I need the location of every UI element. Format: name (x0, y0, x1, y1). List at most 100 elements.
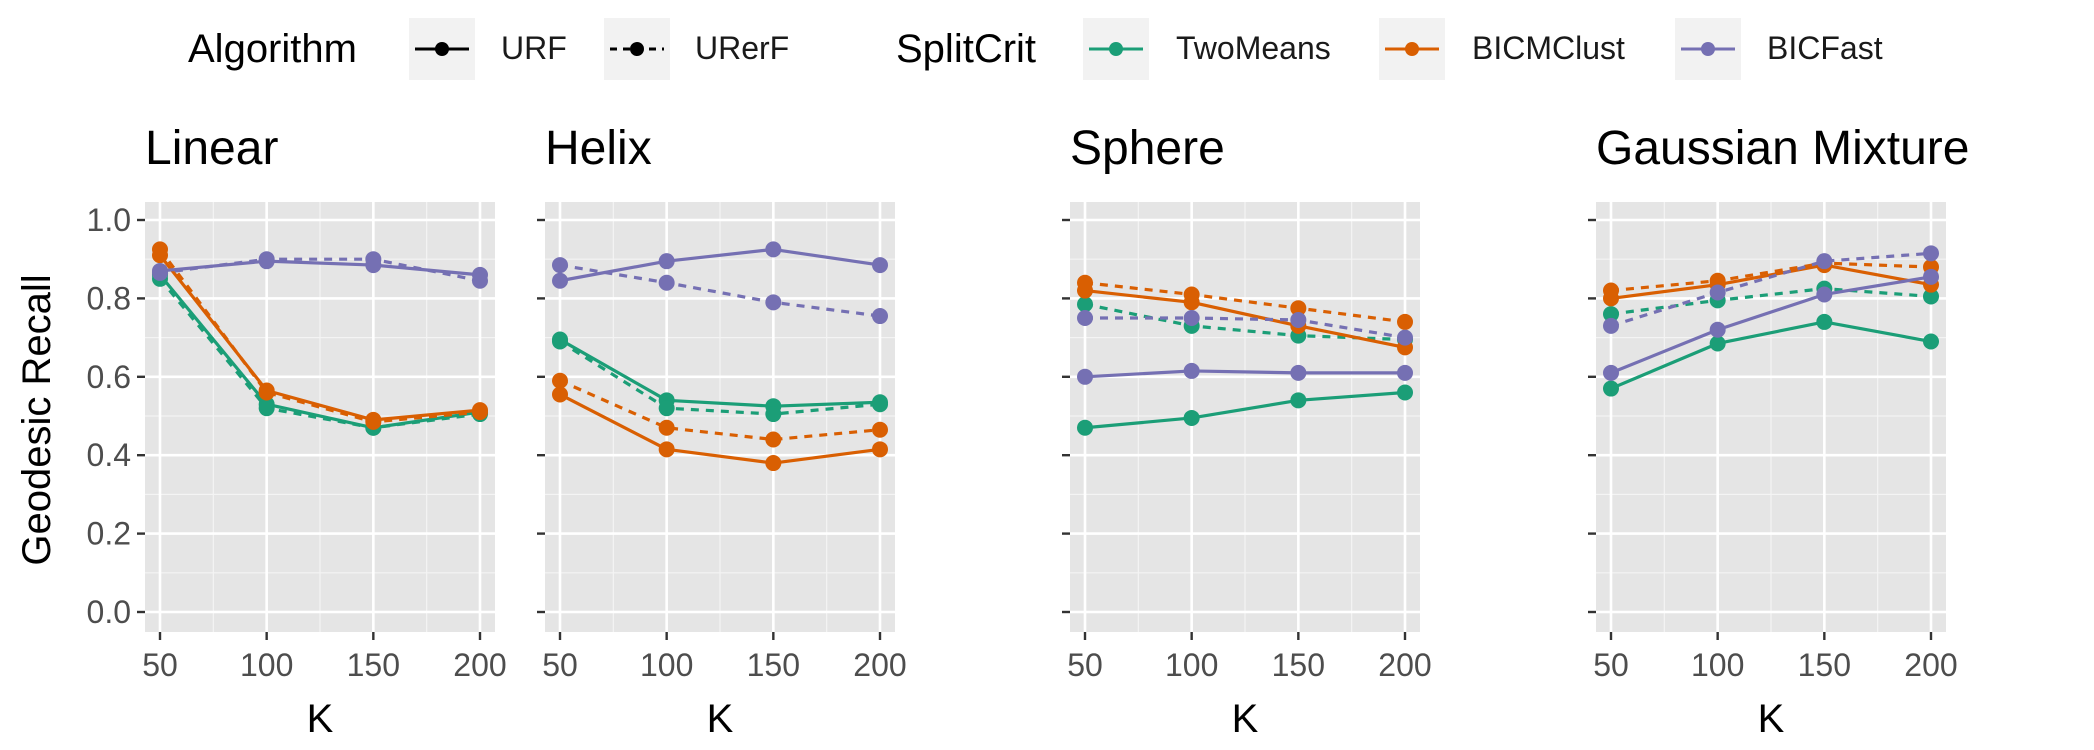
data-point (1183, 310, 1200, 326)
data-point (1923, 268, 1939, 285)
data-point (1709, 321, 1726, 338)
data-point (552, 272, 568, 289)
x-axis-label: K (1232, 697, 1259, 741)
panel-title: Sphere (1070, 122, 1225, 175)
data-point (365, 413, 382, 430)
series-line (1084, 288, 1406, 349)
legend: Algorithm URF URerF SplitCrit TwoMeans BI… (188, 18, 1883, 80)
x-tick-label: 150 (347, 647, 400, 683)
panel-gaussian-mixture: Gaussian Mixture 50 100 150 200 K (1588, 122, 1969, 741)
series-line (1610, 275, 1932, 375)
series-urf-twomeans (1077, 384, 1413, 436)
x-tick-label: 50 (1593, 647, 1629, 683)
series-urerf-twomeans (552, 333, 888, 423)
series-line (559, 338, 881, 408)
y-tick-label: 0.4 (87, 437, 131, 473)
data-point (1923, 288, 1939, 305)
x-tick-label: 150 (1798, 647, 1851, 683)
data-point (1183, 362, 1200, 379)
y-tick-label: 0.2 (87, 516, 131, 552)
y-tick-label: 0.0 (87, 594, 131, 630)
data-point (552, 386, 568, 403)
legend-label-urf: URF (501, 30, 567, 66)
x-axis-label: K (707, 697, 734, 741)
legend-label-urerf: URerF (695, 30, 789, 66)
legend-key-urerf: URerF (604, 18, 789, 80)
data-point (258, 251, 275, 268)
data-point (1183, 286, 1200, 303)
panel-title: Helix (545, 122, 652, 175)
data-point (872, 308, 888, 325)
legend-label: BICFast (1767, 30, 1883, 66)
data-point (1923, 245, 1939, 262)
data-point (658, 441, 675, 458)
series-line (159, 259, 481, 277)
data-point (1397, 384, 1413, 401)
panel-linear: Linear 0.0 0.2 0.4 0.6 0.8 1.0 50 100 150 200 K (87, 122, 507, 741)
series-line (559, 393, 881, 465)
legend-point (1109, 42, 1123, 56)
legend-key-bicmclust: BICMClust (1379, 18, 1625, 80)
data-point (1077, 296, 1093, 313)
series-urerf-bicfast (1603, 245, 1939, 334)
y-tick-label: 0.6 (87, 359, 131, 395)
data-point (1183, 409, 1200, 426)
x-tick-label: 50 (542, 647, 578, 683)
data-point (1397, 329, 1413, 346)
data-point (1603, 317, 1619, 334)
data-point (1709, 335, 1726, 352)
data-point (765, 294, 782, 311)
x-axis-label: K (307, 697, 334, 741)
series-line (1084, 390, 1406, 430)
series-line (559, 379, 881, 442)
panel-title: Gaussian Mixture (1596, 122, 1969, 175)
data-point (658, 419, 675, 436)
series-urf-bicfast (552, 241, 888, 289)
legend-key-bicfast: BICFast (1675, 18, 1883, 80)
series-urf-bicfast (1077, 362, 1413, 385)
y-tick-label: 0.8 (87, 280, 131, 316)
data-point (1603, 380, 1619, 397)
series-line (559, 247, 881, 283)
data-point (552, 372, 568, 389)
series-line (1084, 369, 1405, 379)
data-point (765, 431, 782, 448)
data-point (872, 421, 888, 438)
data-point (365, 251, 382, 268)
legend-splitcrit-keys: TwoMeans BICMClust BICFast (1083, 18, 1883, 80)
x-tick-label: 100 (240, 647, 293, 683)
x-tick-label: 200 (1904, 647, 1957, 683)
legend-label: BICMClust (1472, 30, 1625, 66)
legend-point (1701, 42, 1715, 56)
data-point (152, 241, 168, 258)
legend-label: TwoMeans (1176, 30, 1331, 66)
data-point (1290, 300, 1307, 317)
series-line (1610, 263, 1932, 300)
data-point (1077, 419, 1093, 436)
data-point (472, 404, 488, 421)
data-point (552, 257, 568, 274)
series-urerf-bicfast (152, 251, 488, 289)
legend-title-splitcrit: SplitCrit (896, 27, 1036, 71)
data-point (152, 264, 168, 281)
legend-title-algorithm: Algorithm (188, 27, 357, 71)
x-tick-label: 150 (1272, 647, 1325, 683)
data-point (552, 333, 568, 350)
series-line (1610, 320, 1932, 391)
data-point (1923, 333, 1939, 350)
x-axis-label: K (1758, 697, 1785, 741)
data-point (1077, 310, 1093, 326)
data-point (765, 241, 782, 258)
x-tick-label: 100 (640, 647, 693, 683)
data-point (1290, 392, 1307, 409)
series-line (559, 340, 881, 416)
data-point (658, 400, 675, 417)
data-point (472, 272, 488, 289)
data-point (1816, 313, 1833, 330)
legend-key-twomeans: TwoMeans (1083, 18, 1331, 80)
data-point (1816, 286, 1833, 303)
x-tick-label: 50 (1067, 647, 1103, 683)
x-tick-label: 100 (1691, 647, 1744, 683)
